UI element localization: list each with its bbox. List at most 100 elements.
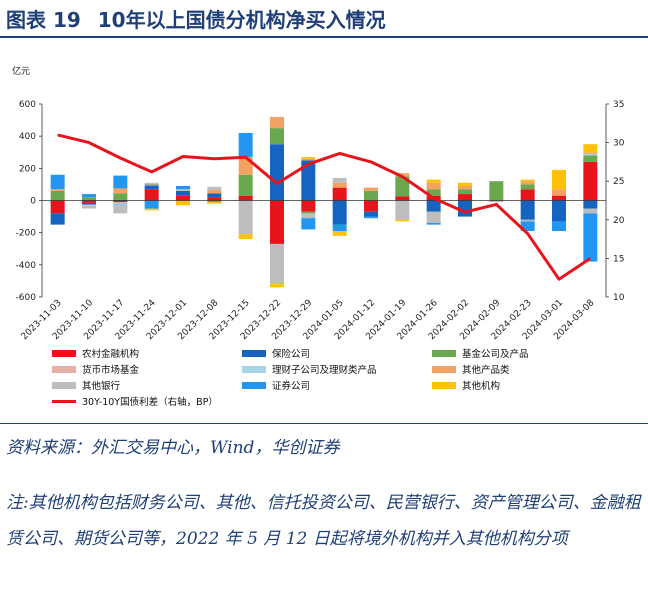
legend-swatch [52,382,76,389]
bar-segment [332,177,347,183]
bar-segment [520,221,535,232]
bar-segment [176,189,190,191]
bar-segment [426,200,441,212]
legend-label: 证券公司 [272,380,310,392]
footnote-text: 注:其他机构包括财务公司、其他、信托投资公司、民营银行、资产管理公司、金融租赁公… [6,493,641,549]
bar-segment [552,169,566,190]
legend-swatch [242,350,266,357]
bar-segment [458,189,472,195]
bar-segment [458,186,472,190]
bar-segment [176,200,190,206]
bar-segment [270,116,284,129]
bar-segment [176,186,190,190]
bar-segment [238,200,253,235]
legend-swatch [432,366,456,373]
legend-label: 30Y-10Y国债利差（右轴，BP） [82,396,218,408]
bar-segment [301,213,316,219]
legend-label: 理财子公司及理财类产品 [272,364,377,376]
bar-segment [207,190,222,194]
bar-segment [426,211,441,224]
bar-segment [301,160,316,201]
bar-segment [144,189,159,201]
legend-swatch [242,382,266,389]
bar-segment [458,194,472,201]
bar-segment [332,224,347,232]
bar-segment [301,158,316,161]
bar-segment [364,200,378,212]
legend-label: 其他银行 [82,380,121,392]
bar-segment [144,182,159,185]
bar-segment [50,189,65,191]
bar-segment [144,184,159,187]
bar-segment [270,243,284,285]
bar-segment [426,223,441,225]
bar-segment [238,132,253,158]
bar-segment [395,200,410,220]
bar-segment [552,195,566,201]
bar-segment [50,200,65,214]
bar-segment [552,189,566,196]
figure-title: 图表 19 10年以上国债分机构净买入情况 [6,4,642,34]
bar-segment [364,211,378,217]
bar-segment [82,194,96,198]
legend-label: 基金公司及产品 [462,348,529,360]
y-right-tick-label: 30 [613,139,625,149]
bar-segment [552,200,566,222]
bar-segment [583,208,598,214]
bar-segment [82,202,96,205]
bar-segment [207,202,222,204]
bar-segment [50,190,65,201]
bar-segment [207,197,222,201]
y-left-tick-label: -200 [16,229,37,239]
bar-segment [332,200,347,225]
bar-segment [552,221,566,232]
title-divider [0,36,648,38]
bar-segment [176,190,190,196]
bar-segment [395,176,410,197]
y-left-unit: 亿元 [12,65,30,77]
bar-segment [113,199,128,201]
bar-segment [238,174,253,196]
bar-segment [332,231,347,236]
legend-swatch [432,382,456,389]
y-left-tick-label: -600 [16,293,37,303]
bar-segment [301,157,316,159]
source-divider [0,423,648,424]
bar-segment [583,152,598,154]
bar-segment [520,181,535,185]
bar-segment [489,200,504,203]
bar-segment [82,200,96,203]
spread-line-series [57,133,592,281]
bar-segment [364,190,378,201]
chart-plot-area: 亿元6004002000-200-400-6003530252015102023… [12,65,625,408]
y-right-tick-label: 10 [613,293,625,303]
chart: 亿元6004002000-200-400-6003530252015102023… [12,65,625,408]
bar-segment [583,161,598,201]
bar-segment [207,186,222,191]
bar-segment [426,189,441,196]
bar-segment [270,128,284,145]
y-left-tick-label: -400 [16,261,37,271]
bar-segment [458,182,472,187]
y-right-tick-label: 35 [613,100,624,110]
bar-segment [520,189,535,201]
bar-segment [270,144,284,201]
bar-segment [113,175,128,189]
y-left-tick-label: 0 [30,197,36,207]
legend-swatch [52,366,76,373]
bar-segment [82,204,96,207]
y-left-tick-label: 400 [19,132,36,142]
bar-segment [176,195,190,201]
y-right-tick-label: 15 [613,254,624,264]
bar-segment [364,216,378,219]
bar-segment [301,200,316,212]
bar-segment [395,173,410,177]
bar-segment [426,182,441,190]
bar-segment [113,193,128,200]
bar-segment [82,206,96,209]
bar-segment [50,174,65,190]
bar-segment [583,144,598,153]
legend-label: 农村金融机构 [82,348,139,360]
bar-segment [583,153,598,156]
bar-segment [207,200,222,203]
